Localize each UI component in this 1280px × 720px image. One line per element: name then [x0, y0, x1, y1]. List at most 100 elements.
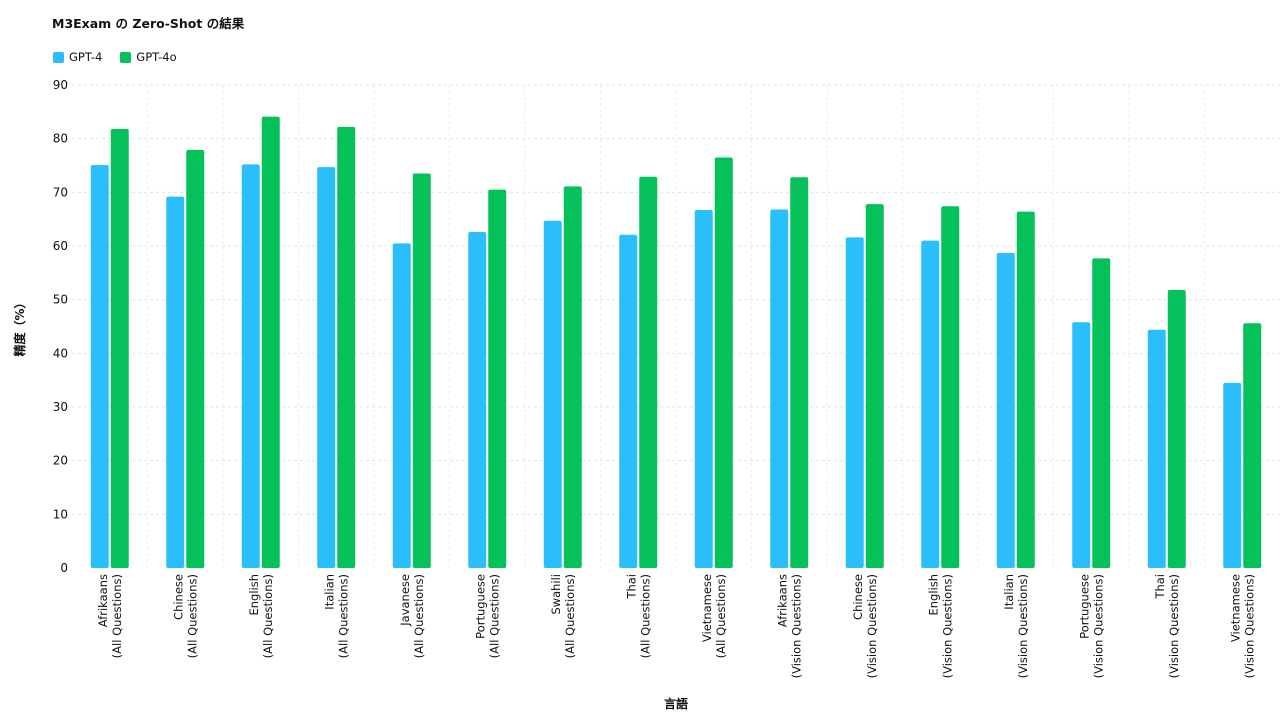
bar-gpt-4o-13 — [1092, 258, 1111, 568]
x-category-label-13-line-0: Portuguese — [1077, 574, 1091, 639]
bar-gpt-4o-6 — [563, 186, 582, 568]
legend-label-series-1: GPT-4o — [136, 50, 177, 64]
y-tick-label-90: 90 — [53, 78, 68, 92]
x-category-label-3-line-0: Italian — [322, 574, 336, 610]
legend-label-series-0: GPT-4 — [69, 50, 103, 64]
x-category-label-6-line-1: (All Questions) — [563, 574, 577, 658]
bar-gpt-4o-8 — [714, 157, 733, 568]
x-category-label-5-line-0: Portuguese — [473, 574, 487, 639]
y-tick-label-40: 40 — [53, 346, 68, 360]
bar-gpt-4-12 — [996, 252, 1015, 568]
bar-gpt-4o-15 — [1243, 323, 1262, 568]
bar-gpt-4-8 — [694, 210, 713, 568]
legend-swatch-series-0 — [53, 51, 64, 63]
x-category-label-1: Chinese (All Questions) — [171, 574, 199, 658]
bar-gpt-4o-12 — [1016, 211, 1035, 569]
x-category-label-8-line-1: (All Questions) — [714, 574, 728, 658]
x-category-label-12-line-0: Italian — [1002, 574, 1016, 610]
legend-item-series-1[interactable]: GPT-4o — [120, 50, 177, 64]
y-tick-labels: 0 10 20 30 40 50 60 70 80 90 — [53, 78, 68, 575]
y-tick-label-10: 10 — [53, 507, 68, 521]
bar-gpt-4-3 — [317, 167, 336, 569]
x-category-label-14-line-0: Thai — [1153, 574, 1167, 600]
x-category-label-5: Portuguese (All Questions) — [473, 574, 501, 658]
bar-gpt-4-4 — [392, 243, 411, 569]
bar-gpt-4o-1 — [186, 149, 205, 569]
x-category-label-3: Italian (All Questions) — [322, 574, 350, 658]
bar-gpt-4-11 — [921, 240, 940, 568]
x-category-label-0: Afrikaans (All Questions) — [96, 574, 124, 658]
x-category-label-0-line-1: (All Questions) — [110, 574, 124, 658]
x-category-label-2: English (All Questions) — [247, 574, 275, 658]
x-category-label-2-line-1: (All Questions) — [261, 574, 275, 658]
legend: GPT-4 GPT-4o — [53, 50, 177, 64]
x-category-label-11-line-1: (Vision Questions) — [940, 574, 954, 678]
grid-layer — [72, 84, 1280, 568]
bar-gpt-4-13 — [1072, 322, 1091, 568]
bar-gpt-4o-2 — [261, 116, 280, 568]
x-category-label-12: Italian (Vision Questions) — [1002, 574, 1030, 678]
x-category-label-7-line-0: Thai — [624, 574, 638, 600]
x-category-label-8-line-0: Vietnamese — [700, 574, 714, 642]
x-category-label-9-line-1: (Vision Questions) — [789, 574, 803, 678]
bar-gpt-4o-11 — [941, 206, 960, 568]
x-category-label-9-line-0: Afrikaans — [775, 574, 789, 627]
bar-gpt-4o-14 — [1167, 290, 1186, 568]
x-category-label-0-line-0: Afrikaans — [96, 574, 110, 627]
bar-gpt-4o-3 — [337, 126, 356, 569]
bar-gpt-4o-9 — [790, 177, 809, 568]
x-category-label-15: Vietnamese (Vision Questions) — [1228, 574, 1256, 678]
bar-gpt-4-1 — [166, 196, 185, 569]
y-tick-label-0: 0 — [60, 561, 68, 575]
y-tick-label-80: 80 — [53, 132, 68, 146]
bar-gpt-4o-7 — [639, 176, 658, 568]
x-category-label-12-line-1: (Vision Questions) — [1016, 574, 1030, 678]
bar-layer — [90, 116, 1262, 569]
x-category-label-11-line-0: English — [926, 574, 940, 616]
x-category-label-4: Javanese (All Questions) — [398, 574, 426, 658]
x-axis-title: 言語 — [664, 696, 688, 711]
x-category-label-4-line-0: Javanese — [398, 574, 412, 627]
x-category-label-3-line-1: (All Questions) — [336, 574, 350, 658]
bar-gpt-4-0 — [90, 164, 109, 569]
bar-gpt-4o-4 — [412, 173, 431, 569]
bar-gpt-4-5 — [468, 232, 487, 568]
x-category-label-15-line-1: (Vision Questions) — [1242, 574, 1256, 678]
x-category-label-10: Chinese (Vision Questions) — [851, 574, 879, 678]
x-category-label-5-line-1: (All Questions) — [487, 574, 501, 658]
y-tick-label-30: 30 — [53, 400, 68, 414]
x-category-label-10-line-0: Chinese — [851, 574, 865, 620]
x-category-label-13-line-1: (Vision Questions) — [1091, 574, 1105, 678]
x-category-label-13: Portuguese (Vision Questions) — [1077, 574, 1105, 678]
x-category-label-8: Vietnamese (All Questions) — [700, 574, 728, 658]
x-category-label-14-line-1: (Vision Questions) — [1167, 574, 1181, 678]
bar-gpt-4o-5 — [488, 189, 507, 568]
bar-gpt-4-15 — [1223, 382, 1242, 568]
y-tick-label-50: 50 — [53, 293, 68, 307]
bar-gpt-4-7 — [619, 234, 638, 569]
bar-gpt-4-6 — [543, 220, 562, 568]
bar-gpt-4-2 — [241, 164, 260, 568]
bar-gpt-4-10 — [845, 237, 864, 568]
chart-title: M3Exam の Zero-Shot の結果 — [52, 16, 245, 31]
x-category-label-7: Thai (All Questions) — [624, 574, 652, 658]
x-category-label-1-line-0: Chinese — [171, 574, 185, 620]
bar-gpt-4-9 — [770, 209, 789, 569]
x-category-label-9: Afrikaans (Vision Questions) — [775, 574, 803, 678]
x-category-label-4-line-1: (All Questions) — [412, 574, 426, 658]
bar-gpt-4-14 — [1147, 329, 1166, 568]
y-axis-title: 精度（%） — [12, 296, 27, 356]
y-tick-label-60: 60 — [53, 239, 68, 253]
x-category-label-6-line-0: Swahili — [549, 574, 563, 615]
x-category-label-14: Thai (Vision Questions) — [1153, 574, 1181, 678]
x-category-labels: Afrikaans (All Questions) Chinese (All Ques… — [96, 574, 1257, 678]
x-category-label-11: English (Vision Questions) — [926, 574, 954, 678]
x-category-label-7-line-1: (All Questions) — [638, 574, 652, 658]
bar-gpt-4o-10 — [865, 204, 884, 568]
x-category-label-1-line-1: (All Questions) — [185, 574, 199, 658]
x-category-label-10-line-1: (Vision Questions) — [865, 574, 879, 678]
x-category-label-15-line-0: Vietnamese — [1228, 574, 1242, 642]
legend-item-series-0[interactable]: GPT-4 — [53, 50, 102, 64]
